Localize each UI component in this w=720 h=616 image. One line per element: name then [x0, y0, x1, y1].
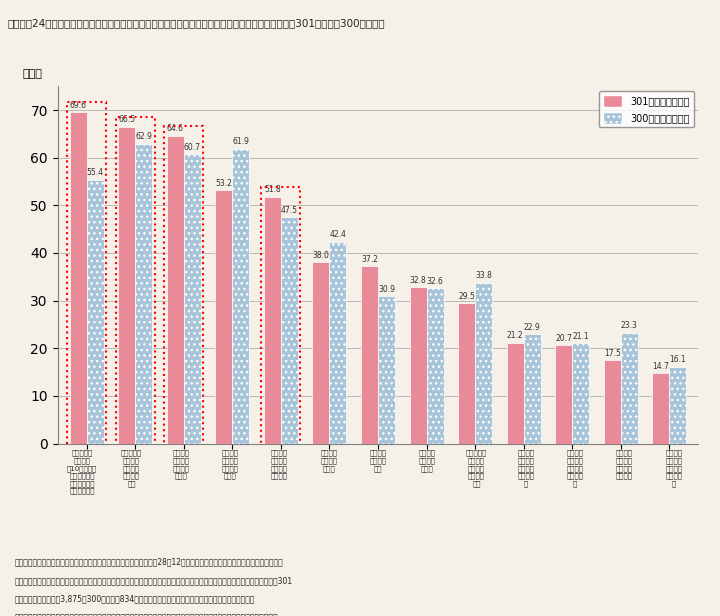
Bar	[312, 262, 330, 444]
Text: 役員に占
める女性
の割合: 役員に占 める女性 の割合	[320, 450, 337, 471]
Bar	[410, 287, 426, 444]
Text: 14.7: 14.7	[652, 362, 669, 371]
Bar	[184, 155, 201, 444]
Bar	[523, 334, 541, 444]
Bar	[281, 217, 298, 444]
Bar	[475, 283, 492, 444]
Bar	[458, 303, 475, 444]
Text: 66.5: 66.5	[118, 115, 135, 124]
Text: 64.6: 64.6	[167, 124, 184, 134]
Text: 53.2: 53.2	[215, 179, 233, 188]
Text: （備考）１．厚生労働省「女性の活躍推進企業データベース」（平成28年12月末現在）より内閣府男女共同参画局にて作成。: （備考）１．厚生労働省「女性の活躍推進企業データベース」（平成28年12月末現在…	[14, 557, 283, 567]
Text: 29.5: 29.5	[458, 291, 475, 301]
Text: 労働者に
占める女
性労働者
の割合: 労働者に 占める女 性労働者 の割合	[222, 450, 238, 479]
Bar	[264, 197, 281, 444]
Text: 60.7: 60.7	[184, 143, 201, 152]
Bar	[426, 288, 444, 444]
Text: 男女別の
再雇用又
は中途採
用の実績: 男女別の 再雇用又 は中途採 用の実績	[616, 450, 633, 479]
Text: ２．厚生労働省「女性の活躍推進企業データベース」上で「行動計画の公表」と「情報の公表」の両方を行う事業主（301: ２．厚生労働省「女性の活躍推進企業データベース」上で「行動計画の公表」と「情報の…	[14, 576, 292, 585]
Text: 一月当た
りの労働
者の平均
残業時間: 一月当た りの労働 者の平均 残業時間	[271, 450, 288, 479]
Y-axis label: （％）: （％）	[22, 69, 42, 79]
Text: 32.6: 32.6	[427, 277, 444, 286]
Text: 採割用合し
た労働者
に占める
女性労働
者の: 採割用合し た労働者 に占める 女性労働 者の	[121, 450, 142, 487]
Text: 係割長合級
にある者
に占める
女性労働
者の: 係割長合級 にある者 に占める 女性労働 者の	[466, 450, 487, 487]
Bar	[167, 136, 184, 444]
Text: 23.3: 23.3	[621, 321, 638, 330]
Text: 21.2: 21.2	[507, 331, 523, 340]
Bar	[670, 367, 686, 444]
Bar	[118, 127, 135, 444]
Text: 42.4: 42.4	[330, 230, 346, 239]
Text: 33.8: 33.8	[475, 271, 492, 280]
Text: 男女別の
育児休業
取得率: 男女別の 育児休業 取得率	[419, 450, 436, 471]
Bar	[135, 144, 152, 444]
Bar	[215, 190, 233, 444]
Text: 37.2: 37.2	[361, 255, 378, 264]
Text: 採用にお
ける男女
別の競争
倍率又は
採: 採用にお ける男女 別の競争 倍率又は 採	[518, 450, 534, 487]
Text: 38.0: 38.0	[312, 251, 329, 260]
Text: 61.9: 61.9	[233, 137, 249, 146]
Text: 69.6: 69.6	[70, 100, 86, 110]
Bar	[330, 241, 346, 444]
Legend: 301人以上の事業主, 300人以下の事業主: 301人以上の事業主, 300人以下の事業主	[599, 91, 693, 128]
Bar	[378, 296, 395, 444]
Text: 21.1: 21.1	[572, 331, 589, 341]
Bar	[604, 360, 621, 444]
Text: 51.8: 51.8	[264, 185, 281, 195]
Text: 20.7: 20.7	[555, 333, 572, 342]
Bar	[555, 345, 572, 444]
Text: 30.9: 30.9	[378, 285, 395, 294]
Text: 55.4: 55.4	[86, 168, 104, 177]
Text: 16.1: 16.1	[670, 355, 686, 365]
Text: ３．採用した労働者に占める女性の割合，継続勤務年数の男女差等，超過勤務の状況（労働者一人当たりの各月の法定: ３．採用した労働者に占める女性の割合，継続勤務年数の男女差等，超過勤務の状況（労…	[14, 613, 278, 616]
Text: 22.9: 22.9	[523, 323, 541, 332]
Text: 管理職に
占める女
性労働者
の割合: 管理職に 占める女 性労働者 の割合	[172, 450, 189, 479]
Bar	[507, 342, 523, 444]
Bar	[361, 266, 378, 444]
Bar	[621, 333, 638, 444]
Text: 人以上：3,875，300人以下：834）のうち，当該項目を情報公表する事業主の割合を示す。: 人以上：3,875，300人以下：834）のうち，当該項目を情報公表する事業主の…	[14, 594, 255, 604]
Text: 女男別女の
の採平用
均10継年続前
勤後務の年継
数の続差雇用
異割又合は男: 女男別女の の採平用 均10継年続前 勤後務の年継 数の続差雇用 異割又合は男	[67, 450, 97, 494]
Text: 32.8: 32.8	[410, 276, 426, 285]
Text: 62.9: 62.9	[135, 132, 152, 142]
Bar	[70, 112, 86, 444]
Bar	[572, 343, 589, 444]
Text: 男女別の
職種又は
雇用形態
の転換実
績: 男女別の 職種又は 雇用形態 の転換実 績	[665, 450, 683, 487]
Text: 17.5: 17.5	[604, 349, 621, 358]
Bar	[233, 148, 249, 444]
Text: 47.5: 47.5	[281, 206, 298, 215]
Text: Ｉ－特－24図　厚生労働省「女性の活躍推進企業データベース」における各項目の情報の公表割合（301人以上，300人以下）: Ｉ－特－24図 厚生労働省「女性の活躍推進企業データベース」における各項目の情報…	[7, 18, 384, 28]
Text: 年次有給
休暇の取
得率: 年次有給 休暇の取 得率	[369, 450, 387, 471]
Bar	[652, 373, 670, 444]
Bar	[86, 180, 104, 444]
Text: 雇用管理
区分ごと
の一月当
たりの労
働: 雇用管理 区分ごと の一月当 たりの労 働	[567, 450, 584, 487]
